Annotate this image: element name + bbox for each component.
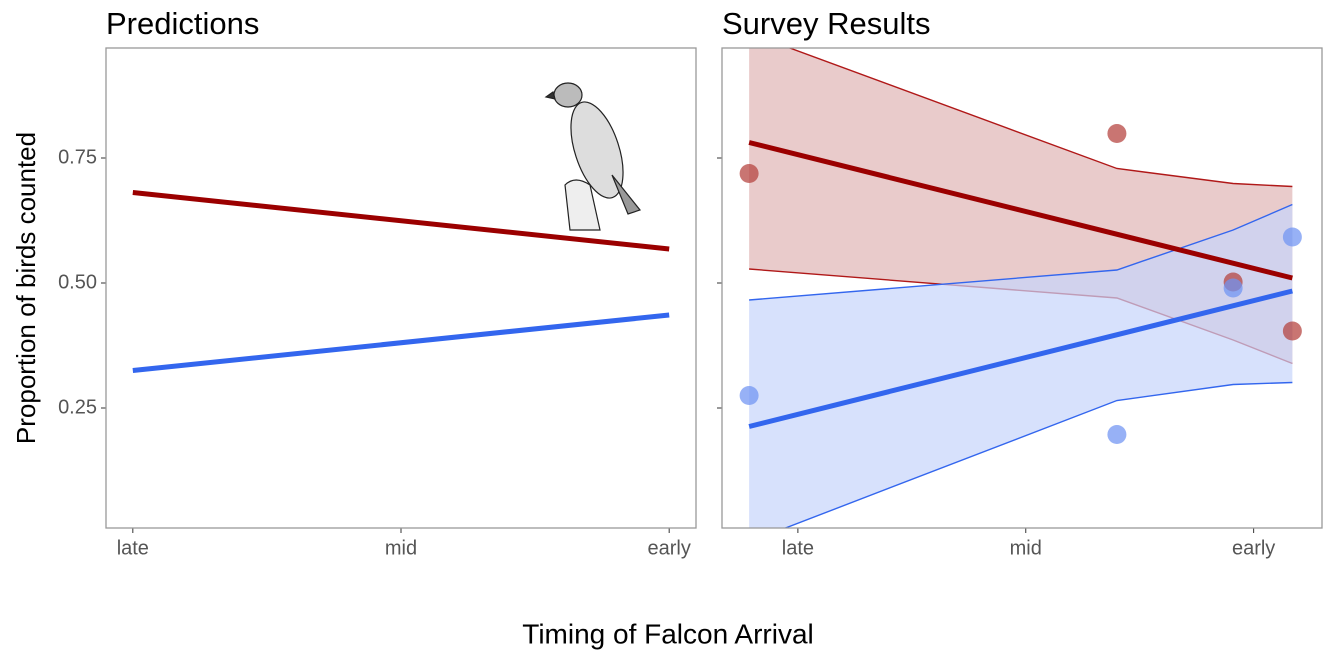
data-point (1224, 279, 1243, 298)
x-axis-label: Timing of Falcon Arrival (522, 618, 814, 649)
chart: Timing of Falcon Arrival Proportion of b… (0, 0, 1325, 658)
y-tick-label: 0.50 (58, 271, 97, 293)
data-point (1107, 425, 1126, 444)
data-point (1107, 124, 1126, 143)
x-tick-label: late (782, 537, 814, 559)
trend-line (133, 315, 669, 371)
data-point (740, 164, 759, 183)
y-tick-label: 0.25 (58, 396, 97, 418)
data-point (740, 386, 759, 405)
data-point (1283, 228, 1302, 247)
x-tick-label: early (648, 537, 691, 559)
panel-title: Predictions (106, 6, 259, 41)
x-tick-label: late (117, 537, 149, 559)
plot-area (740, 33, 1302, 542)
y-tick-label: 0.75 (58, 146, 97, 168)
y-axis-label: Proportion of birds counted (11, 132, 41, 444)
falcon-illustration (546, 83, 640, 230)
panel-title: Survey Results (722, 6, 930, 41)
x-tick-label: mid (385, 537, 417, 559)
data-point (1283, 322, 1302, 341)
x-tick-label: mid (1010, 537, 1042, 559)
x-tick-label: early (1232, 537, 1275, 559)
